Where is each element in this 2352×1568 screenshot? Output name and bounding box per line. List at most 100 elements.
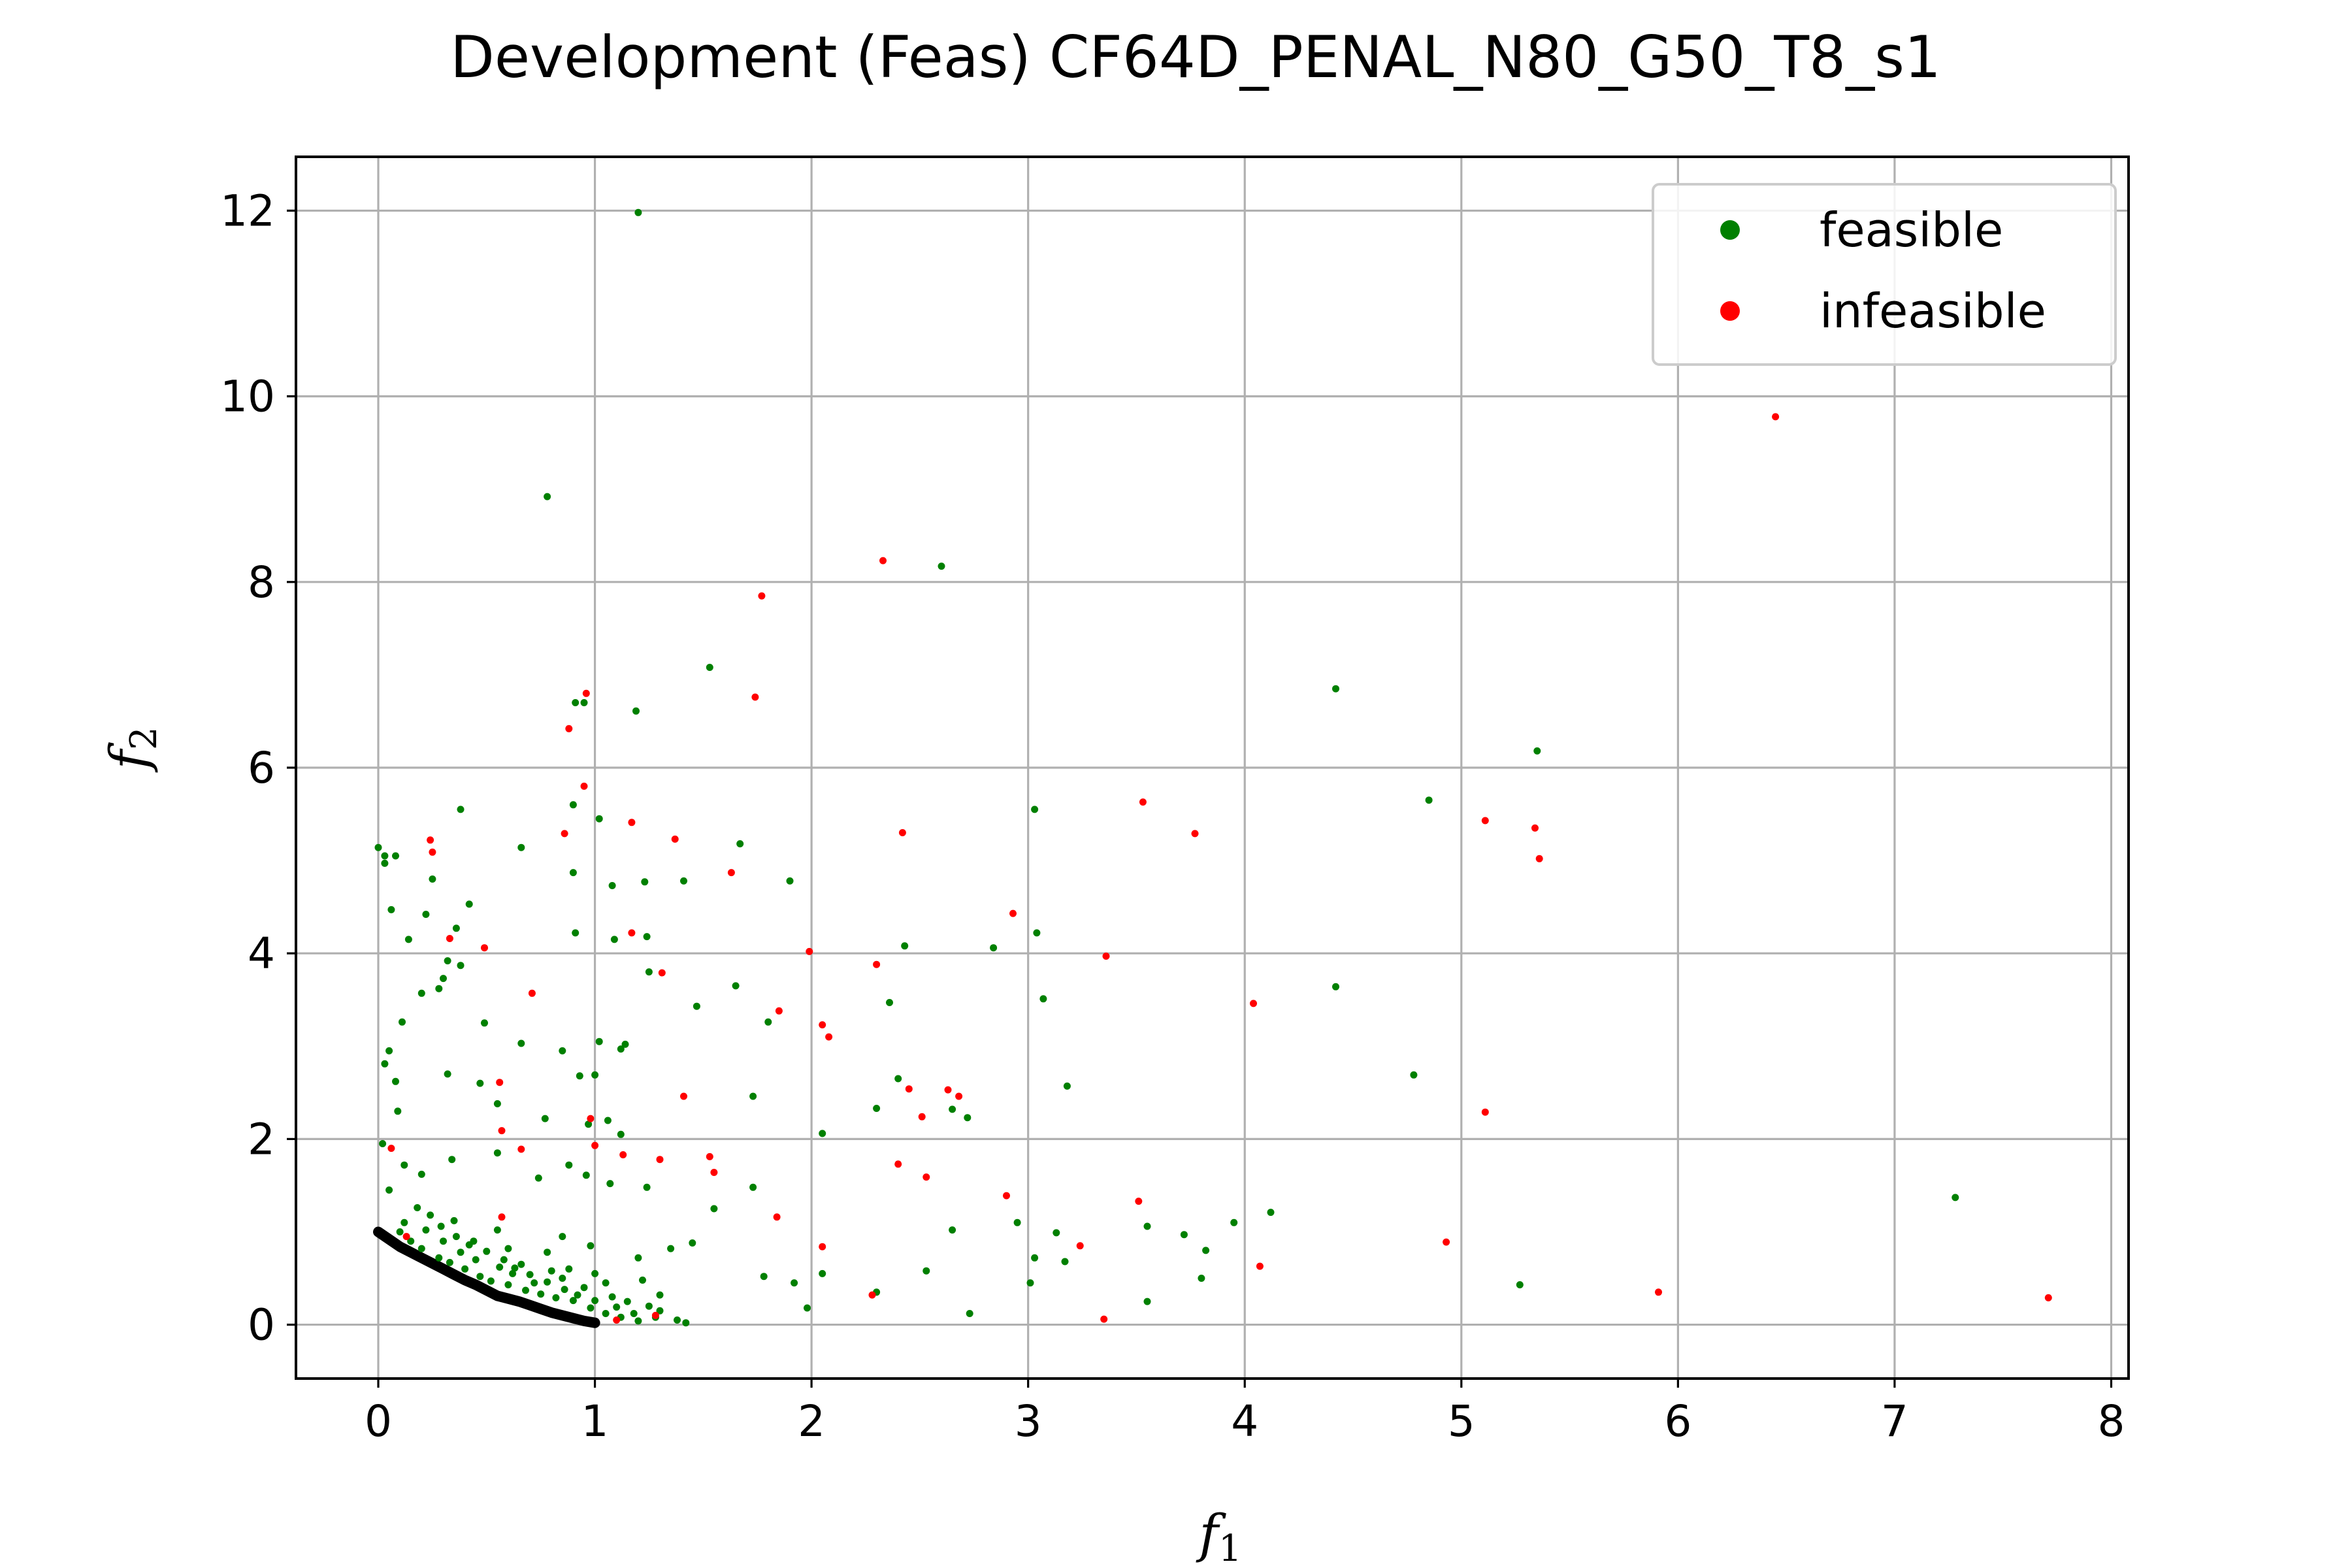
feasible-point: [1230, 1218, 1238, 1226]
feasible-point: [819, 1269, 826, 1277]
infeasible-point: [1481, 817, 1489, 825]
feasible-point: [706, 664, 713, 671]
feasible-point: [559, 1275, 566, 1282]
feasible-point: [496, 1264, 504, 1271]
infeasible-point: [481, 944, 488, 952]
feasible-point: [569, 801, 577, 809]
infeasible-point: [1481, 1108, 1489, 1116]
infeasible-point: [879, 557, 887, 564]
infeasible-point: [819, 1021, 826, 1029]
feasible-point: [526, 1271, 534, 1279]
feasible-point: [674, 1316, 681, 1324]
feasible-point: [1198, 1275, 1205, 1282]
feasible-point: [585, 1120, 593, 1128]
infeasible-point: [565, 725, 573, 732]
feasible-point: [537, 1290, 545, 1298]
x-tick-label: 8: [2097, 1396, 2125, 1446]
feasible-point: [493, 1149, 501, 1157]
pareto-front-point: [538, 1306, 544, 1312]
infeasible-point: [656, 1156, 664, 1164]
infeasible-point: [528, 989, 536, 997]
feasible-point: [509, 1269, 517, 1277]
feasible-point: [791, 1279, 798, 1287]
feasible-point: [1425, 796, 1433, 804]
legend-box: [1652, 183, 2117, 366]
y-tick-label: 6: [248, 743, 275, 793]
infeasible-point: [1256, 1262, 1264, 1270]
feasible-point: [990, 944, 998, 952]
feasible-point: [531, 1279, 538, 1287]
feasible-point: [417, 1245, 425, 1252]
y-axis-label: f2: [99, 727, 165, 772]
infeasible-point: [1535, 855, 1543, 862]
pareto-front-point: [570, 1315, 576, 1321]
chart-legend: feasible infeasible: [1652, 183, 2117, 366]
feasible-point: [450, 1217, 458, 1224]
feasible-point: [522, 1286, 529, 1294]
infeasible-point: [561, 830, 568, 838]
feasible-point: [582, 1171, 590, 1179]
infeasible-point: [591, 1141, 599, 1149]
feasible-point: [591, 1071, 599, 1079]
feasible-point: [552, 1294, 560, 1301]
feasible-point: [544, 1249, 551, 1256]
feasible-point: [819, 1130, 826, 1137]
infeasible-point: [680, 1092, 687, 1100]
infeasible-point: [955, 1092, 963, 1100]
infeasible-point: [898, 829, 906, 836]
pareto-front-point: [440, 1266, 446, 1272]
infeasible-point: [496, 1079, 504, 1086]
feasible-point: [602, 1310, 610, 1317]
feasible-point: [481, 1019, 488, 1027]
infeasible-point: [1139, 798, 1147, 806]
feasible-point: [457, 962, 465, 970]
infeasible-point: [2044, 1294, 2052, 1301]
feasible-point: [470, 1237, 478, 1245]
feasible-point: [385, 1047, 393, 1054]
infeasible-point: [873, 960, 881, 968]
pareto-front-point: [516, 1299, 522, 1305]
feasible-point: [580, 699, 588, 706]
infeasible-point: [918, 1113, 926, 1120]
feasible-point: [804, 1304, 811, 1312]
feasible-point: [517, 1039, 525, 1047]
feasible-point: [641, 878, 649, 886]
feasible-point: [760, 1273, 768, 1281]
infeasible-point: [619, 1151, 627, 1158]
feasible-point: [414, 1204, 421, 1211]
feasible-point: [886, 999, 893, 1006]
feasible-point: [656, 1307, 664, 1315]
feasible-point: [749, 1092, 757, 1100]
feasible-point: [595, 1037, 603, 1045]
feasible-point: [427, 1211, 434, 1219]
infeasible-point: [1009, 909, 1017, 917]
feasible-point: [613, 1303, 621, 1311]
infeasible-point: [773, 1213, 781, 1221]
feasible-point: [429, 875, 436, 883]
feasible-point: [461, 1265, 469, 1273]
feasible-point: [544, 1278, 551, 1286]
feasible-point: [574, 1291, 581, 1299]
feasible-point: [587, 1304, 595, 1312]
feasible-point: [643, 933, 651, 941]
legend-label-infeasible: infeasible: [1820, 284, 2046, 338]
feasible-point: [1202, 1247, 1210, 1254]
infeasible-point: [1076, 1242, 1084, 1250]
feasible-point: [602, 1279, 610, 1287]
feasible-point: [493, 1100, 501, 1107]
feasible-point: [569, 869, 577, 877]
feasible-point: [608, 1293, 616, 1301]
infeasible-point: [894, 1160, 902, 1168]
feasible-point: [541, 1115, 549, 1122]
infeasible-point: [1250, 1000, 1257, 1007]
feasible-point: [572, 929, 580, 937]
feasible-point: [604, 1117, 612, 1124]
feasible-point: [381, 859, 389, 867]
y-tick-label: 10: [220, 372, 275, 422]
feasible-point: [565, 1161, 573, 1169]
infeasible-point: [868, 1291, 876, 1299]
feasible-point: [966, 1310, 973, 1317]
feasible-point: [457, 806, 465, 813]
feasible-point: [639, 1276, 646, 1284]
